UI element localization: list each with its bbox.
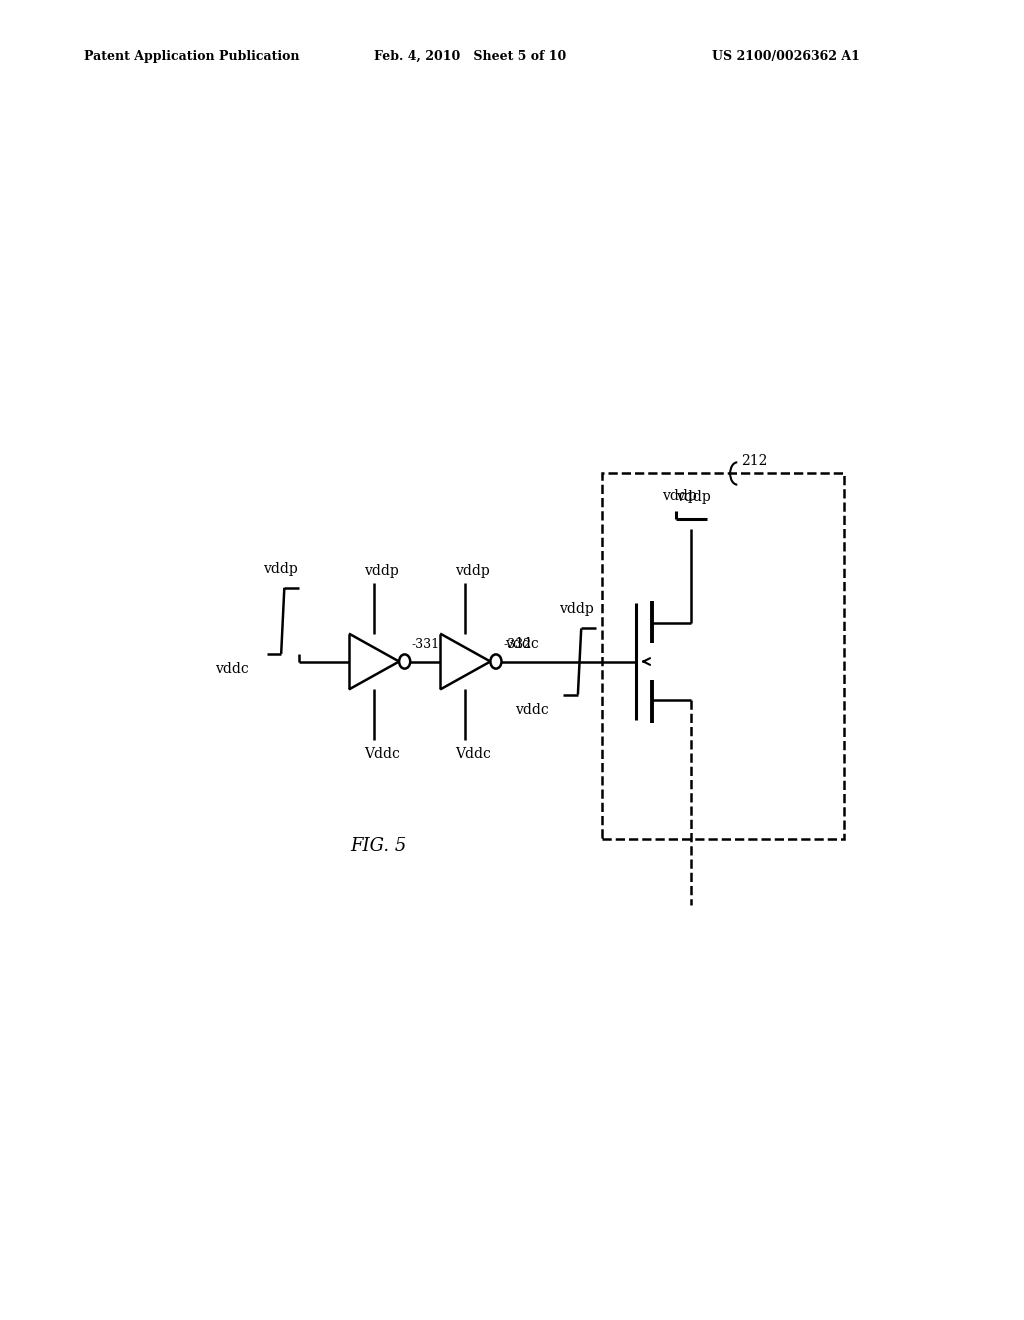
Text: vddp: vddp: [263, 561, 298, 576]
Bar: [602, 474, 844, 840]
Text: 212: 212: [741, 454, 768, 469]
Text: vddp: vddp: [663, 488, 697, 503]
Text: vddp: vddp: [676, 490, 711, 504]
Text: Patent Application Publication: Patent Application Publication: [84, 50, 299, 63]
Text: Feb. 4, 2010   Sheet 5 of 10: Feb. 4, 2010 Sheet 5 of 10: [374, 50, 566, 63]
Text: vddp: vddp: [559, 602, 594, 616]
Text: -331: -331: [412, 639, 440, 651]
Text: vddc: vddc: [515, 702, 549, 717]
Text: Vddc: Vddc: [364, 747, 399, 762]
Text: Vddc: Vddc: [455, 747, 490, 762]
Text: vddc: vddc: [506, 638, 540, 651]
Text: vddc: vddc: [215, 663, 249, 676]
Text: FIG. 5: FIG. 5: [350, 837, 407, 854]
Text: US 2100/0026362 A1: US 2100/0026362 A1: [712, 50, 859, 63]
Text: -332: -332: [503, 639, 531, 651]
Text: vddp: vddp: [364, 564, 398, 578]
Text: vddp: vddp: [455, 564, 489, 578]
